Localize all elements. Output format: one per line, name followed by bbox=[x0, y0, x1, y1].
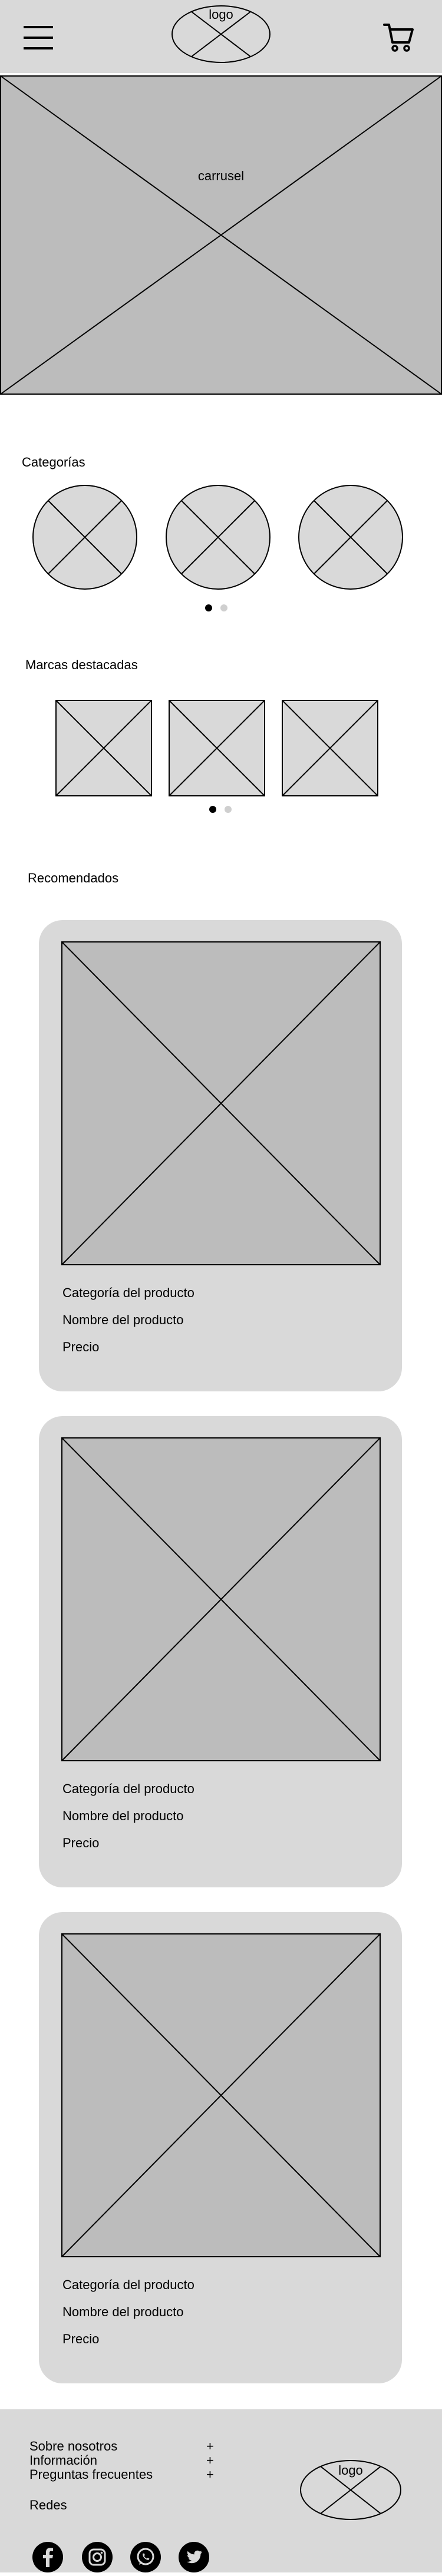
instagram-icon[interactable] bbox=[81, 2541, 113, 2573]
brand-item[interactable] bbox=[282, 700, 378, 796]
footer: Sobre nosotros + Información + Preguntas… bbox=[0, 2409, 442, 2572]
header: logo bbox=[0, 0, 442, 73]
expand-icon[interactable]: + bbox=[206, 2467, 214, 2482]
carousel-image-placeholder bbox=[0, 75, 442, 395]
facebook-icon[interactable] bbox=[32, 2541, 64, 2573]
category-item[interactable] bbox=[32, 484, 138, 590]
footer-link-about[interactable]: Sobre nosotros bbox=[29, 2439, 118, 2453]
product-name: Nombre del producto bbox=[62, 1312, 184, 1327]
footer-link-faq[interactable]: Preguntas frecuentes bbox=[29, 2467, 153, 2482]
footer-link-info[interactable]: Información bbox=[29, 2453, 97, 2468]
header-logo[interactable]: logo bbox=[171, 5, 271, 64]
product-category: Categoría del producto bbox=[62, 2277, 194, 2292]
whatsapp-icon[interactable] bbox=[130, 2541, 161, 2573]
footer-logo[interactable]: logo bbox=[299, 2459, 402, 2521]
product-card[interactable]: Categoría del producto Nombre del produc… bbox=[39, 1416, 402, 1887]
product-image-placeholder bbox=[61, 1933, 381, 2257]
recommended-title: Recomendados bbox=[28, 871, 119, 885]
category-pagination-dot-active[interactable] bbox=[205, 604, 212, 611]
product-name: Nombre del producto bbox=[62, 2304, 184, 2319]
product-price: Precio bbox=[62, 2332, 100, 2346]
categories-title: Categorías bbox=[22, 455, 85, 469]
brand-item[interactable] bbox=[55, 700, 152, 796]
logo-placeholder-icon bbox=[300, 2460, 401, 2520]
brand-pagination-dot-active[interactable] bbox=[209, 806, 216, 813]
logo-placeholder-icon bbox=[171, 5, 271, 63]
logo-text: logo bbox=[209, 7, 233, 22]
product-category: Categoría del producto bbox=[62, 1781, 194, 1796]
brand-item[interactable] bbox=[169, 700, 265, 796]
product-price: Precio bbox=[62, 1836, 100, 1850]
product-price: Precio bbox=[62, 1340, 100, 1354]
hero-carousel[interactable]: carrusel bbox=[0, 75, 442, 395]
brands-title: Marcas destacadas bbox=[25, 657, 138, 672]
category-item[interactable] bbox=[298, 484, 404, 590]
twitter-icon[interactable] bbox=[178, 2541, 210, 2573]
product-image-placeholder bbox=[61, 1437, 381, 1761]
shopping-cart-icon[interactable] bbox=[383, 21, 415, 53]
product-image-placeholder bbox=[61, 941, 381, 1265]
product-category: Categoría del producto bbox=[62, 1285, 194, 1300]
expand-icon[interactable]: + bbox=[206, 2453, 214, 2468]
logo-text: logo bbox=[338, 2463, 363, 2478]
product-card[interactable]: Categoría del producto Nombre del produc… bbox=[39, 920, 402, 1391]
product-name: Nombre del producto bbox=[62, 1808, 184, 1823]
category-item[interactable] bbox=[165, 484, 271, 590]
hamburger-menu-icon[interactable] bbox=[24, 26, 53, 49]
product-card[interactable]: Categoría del producto Nombre del produc… bbox=[39, 1912, 402, 2383]
brand-pagination-dot[interactable] bbox=[225, 806, 232, 813]
category-pagination-dot[interactable] bbox=[220, 604, 227, 611]
expand-icon[interactable]: + bbox=[206, 2439, 214, 2453]
social-title: Redes bbox=[29, 2498, 67, 2512]
carousel-label: carrusel bbox=[197, 168, 245, 183]
